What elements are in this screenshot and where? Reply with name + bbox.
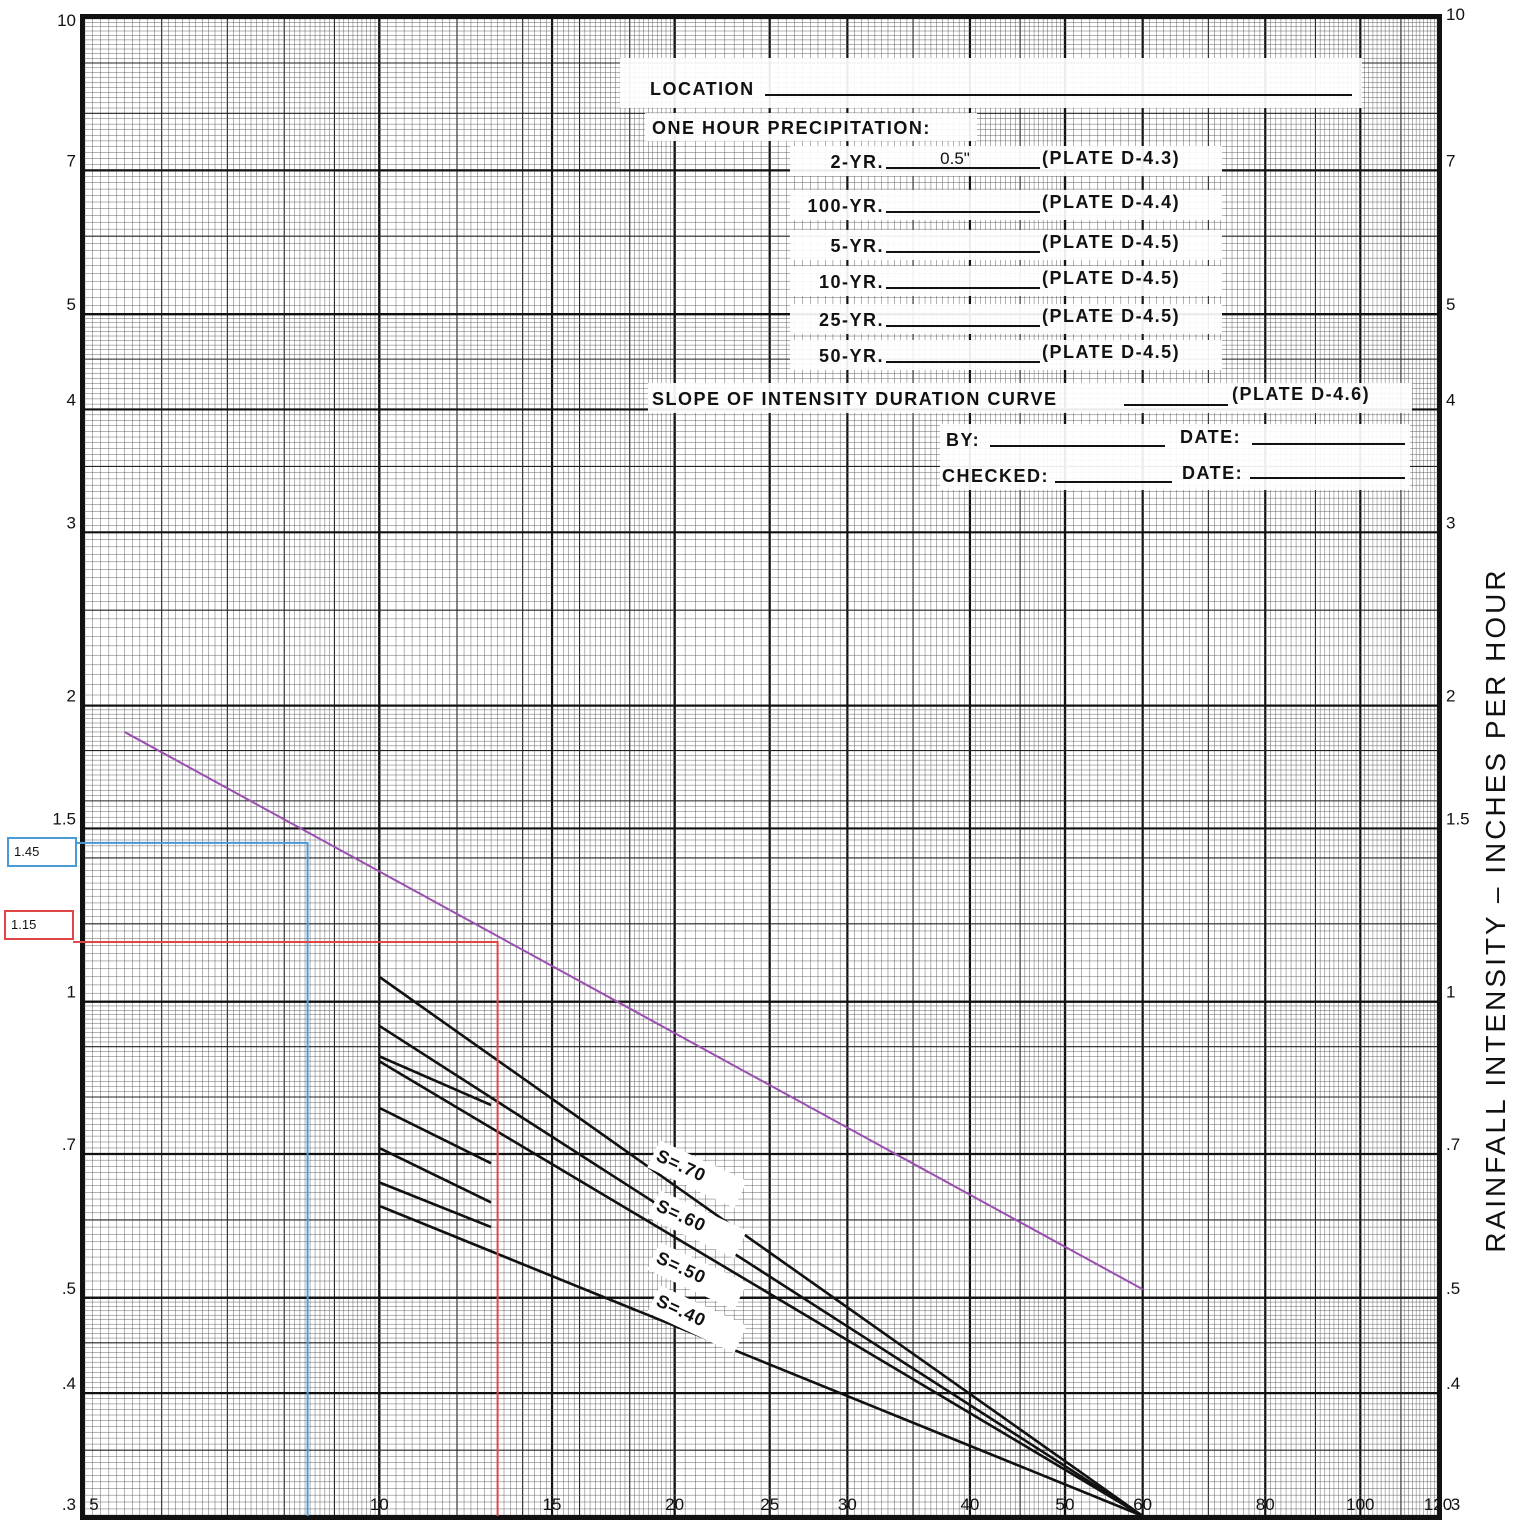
form-row-value: 0.5": [940, 149, 970, 168]
form-block: LOCATION ONE HOUR PRECIPITATION: 2-YR. 0.…: [620, 58, 1412, 490]
annotation-label-blue: 1.45: [14, 844, 39, 859]
y-tick-labels-right: .3 .4 .5 .7 1 1.5 2 3 4 5 7 10: [1446, 5, 1470, 1514]
series-line-s40: [378, 1204, 1144, 1518]
y-tick-label-right: .7: [1446, 1135, 1460, 1154]
form-panel-one-hour: [645, 113, 977, 141]
date-label-1: DATE:: [1180, 427, 1241, 447]
form-row-panel: [790, 230, 1222, 260]
y-tick-label-left: 5: [67, 295, 76, 314]
form-row-plate: (PLATE D-4.5): [1042, 342, 1180, 362]
form-panel-slope: [648, 383, 1412, 413]
x-tick-label: 80: [1256, 1495, 1275, 1514]
form-row-label: 50-YR.: [819, 346, 884, 366]
y-tick-label-left: .5: [62, 1279, 76, 1298]
x-tick-label: 60: [1133, 1495, 1152, 1514]
y-tick-label-right: 2: [1446, 687, 1455, 706]
annotation-line-red: [84, 941, 499, 1516]
series-line-short3: [378, 1146, 492, 1204]
plot-frame: [80, 14, 1442, 1520]
series-line-short2: [378, 1106, 492, 1165]
form-row-plate: (PLATE D-4.5): [1042, 306, 1180, 326]
y-tick-label-right: .4: [1446, 1374, 1460, 1393]
x-tick-label: 50: [1056, 1495, 1075, 1514]
y-tick-label-left: 7: [67, 151, 76, 170]
x-tick-label: 100: [1346, 1495, 1374, 1514]
form-row-panel: [790, 266, 1222, 296]
series-line-purple: [124, 731, 1144, 1291]
slope-label-bg: [647, 1242, 747, 1310]
y-tick-label-right: 1.5: [1446, 809, 1470, 828]
y-tick-label-left: 1: [67, 983, 76, 1002]
form-row-panel: [790, 146, 1222, 176]
y-tick-label-right: 10: [1446, 5, 1465, 24]
series-line-s60: [378, 1024, 1144, 1518]
series-line-short4: [378, 1181, 492, 1229]
one-hour-label: ONE HOUR PRECIPITATION:: [652, 118, 931, 138]
slope-label-bg: [647, 1140, 747, 1208]
y-tick-label-left: .4: [62, 1374, 76, 1393]
x-tick-label: 20: [665, 1495, 684, 1514]
y-tick-label-right: 5: [1446, 295, 1455, 314]
y-tick-label-right: 3: [1446, 513, 1455, 532]
x-tick-labels: 5 10 15 20 25 30 40 50 60 80 100 120: [89, 1495, 1452, 1514]
slope-label-bg: [647, 1285, 747, 1353]
y-tick-label-left: 4: [67, 390, 76, 409]
annotation-label-red: 1.15: [11, 917, 36, 932]
date-label-2: DATE:: [1182, 463, 1243, 483]
form-rows: 2-YR. 0.5" (PLATE D-4.3) 100-YR. (PLATE D-4.…: [790, 146, 1222, 370]
y-tick-label-left: 1.5: [52, 809, 76, 828]
y-tick-label-right: .3: [1446, 1495, 1460, 1514]
x-tick-label: 10: [370, 1495, 389, 1514]
y-tick-label-right: 7: [1446, 151, 1455, 170]
form-row-label: 25-YR.: [819, 310, 884, 330]
slope-labels: S=.70S=.60S=.50S=.40: [647, 1140, 747, 1353]
slope-label-bg: [647, 1190, 747, 1258]
annotations: 1.451.15: [4, 837, 499, 1516]
form-row-plate: (PLATE D-4.4): [1042, 192, 1180, 212]
y-tick-label-right: 4: [1446, 390, 1455, 409]
form-row-label: 5-YR.: [830, 236, 884, 256]
form-row-label: 2-YR.: [830, 152, 884, 172]
x-tick-label: 25: [760, 1495, 779, 1514]
y-tick-labels-left: .3 .4 .5 .7 1 1.5 2 3 4 5 7 10: [52, 11, 76, 1514]
y-tick-label-right: .5: [1446, 1279, 1460, 1298]
x-tick-label: 120: [1424, 1495, 1452, 1514]
y-tick-label-left: 3: [67, 513, 76, 532]
y-tick-label-right: 1: [1446, 983, 1455, 1002]
form-row-plate: (PLATE D-4.3): [1042, 148, 1180, 168]
checked-label: CHECKED:: [942, 466, 1049, 486]
form-row-label: 10-YR.: [819, 272, 884, 292]
form-row-plate: (PLATE D-4.5): [1042, 268, 1180, 288]
annotation-line-blue: [84, 841, 309, 1516]
annotation-box-blue: [7, 837, 77, 867]
slope-plate: (PLATE D-4.6): [1232, 384, 1370, 404]
series-line-short1: [378, 1055, 492, 1107]
y-tick-label-left: 2: [67, 687, 76, 706]
y-tick-label-left: .7: [62, 1135, 76, 1154]
y-tick-label-left: 10: [57, 11, 76, 30]
annotation-box-red: [4, 910, 74, 940]
form-row-panel: [790, 304, 1222, 334]
slope-label: SLOPE OF INTENSITY DURATION CURVE: [652, 389, 1058, 409]
x-tick-label: 5: [89, 1495, 98, 1514]
form-row-panel: [790, 190, 1222, 220]
x-tick-label: 15: [543, 1495, 562, 1514]
location-label: LOCATION: [650, 79, 755, 99]
form-row-label: 100-YR.: [807, 196, 884, 216]
form-row-plate: (PLATE D-4.5): [1042, 232, 1180, 252]
x-tick-label: 40: [960, 1495, 979, 1514]
series-line-s50: [378, 1060, 1144, 1518]
y-tick-label-left: .3: [62, 1495, 76, 1514]
series-lines: [124, 731, 1144, 1518]
series-line-s70: [378, 975, 1144, 1518]
by-label: BY:: [946, 430, 980, 450]
form-row-panel: [790, 340, 1222, 370]
form-panel: [620, 58, 1362, 108]
x-tick-label: 30: [838, 1495, 857, 1514]
y-axis-label: RAINFALL INTENSITY – INCHES PER HOUR: [1480, 567, 1511, 1252]
